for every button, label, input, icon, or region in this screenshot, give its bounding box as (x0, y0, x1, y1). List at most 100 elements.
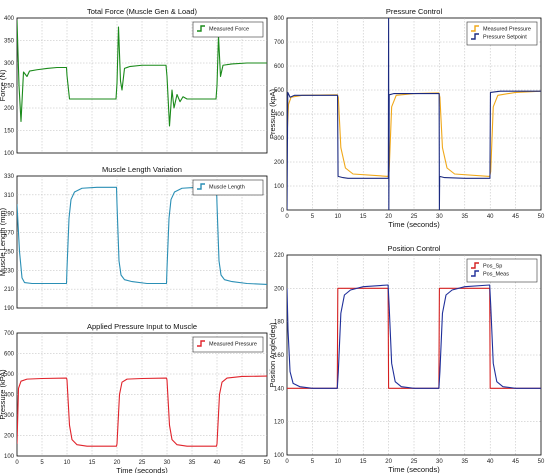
chart-4-title: Position Control (388, 244, 441, 253)
chart-2-xtick-label: 20 (114, 460, 121, 466)
chart-3-ytick-label: 600 (274, 64, 285, 70)
chart-3-xtick-label: 35 (461, 214, 468, 220)
chart-2-title: Applied Pressure Input to Muscle (87, 322, 197, 331)
chart-0-series-measured-force (17, 20, 267, 127)
chart-1-ytick-label: 310 (4, 193, 15, 199)
chart-3-xtick-label: 40 (487, 214, 494, 220)
chart-4-xtick-label: 5 (311, 459, 315, 465)
chart-1-ytick-label: 270 (4, 231, 15, 237)
chart-1-ytick-label: 210 (4, 287, 15, 293)
chart-4-ytick-label: 100 (274, 453, 285, 459)
chart-2-xtick-label: 0 (15, 460, 19, 466)
chart-4-ytick-label: 220 (274, 253, 285, 259)
chart-3-ytick-label: 800 (274, 16, 285, 22)
chart-3-title: Pressure Control (386, 7, 443, 16)
chart-1-ytick-label: 330 (4, 174, 15, 180)
chart-3-xtick-label: 10 (334, 214, 341, 220)
chart-0-legend-swatch-measured-force (197, 25, 205, 32)
chart-4-xtick-label: 40 (487, 459, 494, 465)
chart-4-xtick-label: 20 (385, 459, 392, 465)
chart-3-ytick-label: 200 (274, 160, 285, 166)
chart-1-title: Muscle Length Variation (102, 165, 182, 174)
chart-2-xtick-label: 5 (40, 460, 44, 466)
chart-2-ytick-label: 600 (4, 352, 15, 358)
chart-3-xtick-label: 20 (385, 214, 392, 220)
chart-1-ytick-label: 190 (4, 306, 15, 312)
chart-1-panel: 190 210 230 250 270 290 310 330 Muscle Length Va… (0, 165, 268, 312)
chart-1-ytick-label: 230 (4, 268, 15, 274)
chart-1-legend-box (192, 179, 264, 196)
chart-2-xtick-label: 25 (139, 460, 146, 466)
chart-2-legend-box (192, 336, 264, 353)
chart-4-ytick-label: 180 (274, 320, 285, 326)
chart-4-ylabel: Position Angle(deg) (268, 322, 277, 388)
chart-0-ytick-label: 150 (4, 129, 15, 135)
chart-3-xtick-label: 25 (411, 214, 418, 220)
chart-3-ytick-label: 500 (274, 88, 285, 94)
chart-4-xtick-label: 25 (411, 459, 418, 465)
chart-2-legend-swatch-measured-pressure (197, 340, 205, 347)
chart-4-panel: 100 120 140 160 180 200 220 0 5 10 15 20 25 30 35 40 45 5… (268, 244, 545, 473)
chart-1-series-muscle-length (17, 186, 267, 285)
chart-3-panel: 0 100 200 300 400 500 600 700 800 0 5 10 15 20 25 30 35 4… (268, 7, 545, 229)
chart-2-ytick-label: 200 (4, 434, 15, 440)
chart-3-xlabel: Time (seconds) (388, 220, 440, 229)
chart-0-legend: Measured Force (192, 21, 264, 38)
chart-3-legend-box (466, 21, 538, 46)
chart-3-series-pressure-setpoint (287, 18, 541, 210)
chart-4-xtick-label: 0 (285, 459, 289, 465)
chart-3-ytick-label: 0 (281, 208, 285, 214)
chart-2-xtick-label: 45 (239, 460, 246, 466)
chart-4-xtick-label: 50 (538, 459, 545, 465)
chart-2-xtick-label: 40 (214, 460, 221, 466)
chart-4-ytick-label: 140 (274, 386, 285, 392)
chart-1-ytick-label: 250 (4, 249, 15, 255)
chart-0-ytick-label: 200 (4, 106, 15, 112)
chart-4-series-pos-meas (287, 284, 541, 389)
chart-0-ytick-label: 100 (4, 151, 15, 157)
chart-2-ytick-label: 500 (4, 372, 15, 378)
chart-4-xlabel: Time (seconds) (388, 465, 440, 473)
chart-2-xlabel: Time (seconds) (116, 466, 168, 473)
chart-0-legend-box (192, 21, 264, 38)
chart-1-legend-swatch-muscle-length (197, 183, 205, 190)
chart-3-legend-label-measured-pressure: Measured Pressure (483, 27, 531, 33)
chart-4-ytick-label: 200 (274, 286, 285, 292)
chart-2-ytick-label: 100 (4, 454, 15, 460)
chart-0-ytick-label: 400 (4, 16, 15, 22)
chart-1-legend-label-muscle-length: Muscle Length (209, 185, 245, 191)
chart-2-xtick-label: 30 (164, 460, 171, 466)
chart-3-xtick-label: 45 (512, 214, 519, 220)
chart-3-ytick-label: 400 (274, 112, 285, 118)
chart-3-ytick-label: 300 (274, 136, 285, 142)
chart-3-legend: Measured Pressure Pressure Setpoint (466, 21, 538, 46)
chart-4-legend: Pos_Sp Pos_Meas (466, 258, 538, 283)
chart-4-legend-swatch-pos-meas (471, 270, 479, 277)
chart-3-ytick-label: 100 (274, 184, 285, 190)
chart-2-xtick-label: 35 (189, 460, 196, 466)
chart-3-ylabel: Pressure (kpA) (268, 88, 277, 139)
chart-2-ylabel: Pressure (kPA) (0, 369, 7, 420)
chart-2-ytick-label: 400 (4, 393, 15, 399)
chart-4-xtick-label: 45 (512, 459, 519, 465)
chart-2-xtick-label: 15 (89, 460, 96, 466)
chart-0-title: Total Force (Muscle Gen & Load) (87, 7, 198, 16)
chart-1-legend: Muscle Length (192, 179, 264, 196)
chart-4-xtick-label: 15 (360, 459, 367, 465)
chart-3-legend-label-pressure-setpoint: Pressure Setpoint (483, 35, 527, 41)
chart-3-xtick-label: 0 (285, 214, 289, 220)
chart-2-panel: 100 200 300 400 500 600 700 0 5 10 15 20 25 30 35 40 45 5… (0, 322, 271, 473)
chart-2-ytick-label: 700 (4, 331, 15, 337)
chart-0-ytick-label: 250 (4, 84, 15, 90)
chart-4-xtick-label: 10 (334, 459, 341, 465)
chart-4-legend-label-pos-sp: Pos_Sp (483, 264, 502, 270)
chart-3-ytick-label: 700 (274, 40, 285, 46)
chart-4-xtick-label: 35 (461, 459, 468, 465)
chart-3-xtick-label: 15 (360, 214, 367, 220)
chart-3-legend-swatch-pressure-setpoint (471, 33, 479, 40)
chart-0-ylabel: Force (N) (0, 69, 7, 101)
chart-2-legend: Measured Pressure (192, 336, 264, 353)
chart-4-legend-label-pos-meas: Pos_Meas (483, 272, 509, 278)
chart-3-xtick-label: 30 (436, 214, 443, 220)
chart-1-ytick-label: 290 (4, 212, 15, 218)
